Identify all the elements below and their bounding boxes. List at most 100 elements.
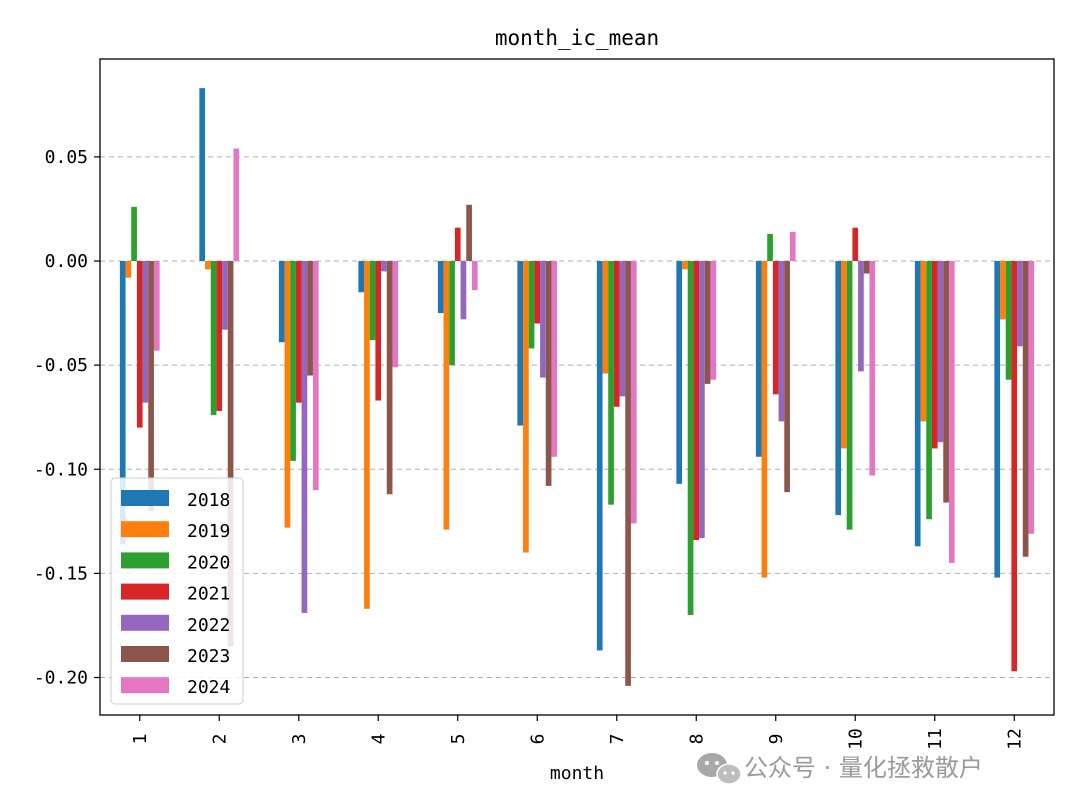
- bar-2024-month-3: [312, 261, 319, 491]
- bar-2024-month-8: [710, 261, 717, 380]
- x-tick-label: 4: [368, 734, 389, 745]
- legend-label-2023: 2023: [187, 646, 230, 667]
- bar-2023-month-11: [943, 261, 949, 503]
- bar-2021-month-10: [852, 227, 859, 262]
- bar-2018-month-4: [358, 261, 365, 293]
- watermark-text: 公众号 · 量化拯救散户: [744, 754, 983, 782]
- legend-label-2021: 2021: [187, 584, 230, 605]
- x-tick-label: 12: [1004, 728, 1025, 750]
- bar-2020-month-7: [608, 261, 614, 505]
- bar-2020-month-8: [687, 261, 694, 616]
- bar-2024-month-5: [471, 261, 478, 291]
- bar-2019-month-12: [1000, 261, 1006, 320]
- x-tick-label: 10: [845, 728, 866, 750]
- bar-2018-month-7: [596, 261, 603, 651]
- bar-2021-month-2: [216, 261, 223, 411]
- bar-2018-month-1: [119, 261, 126, 545]
- bar-2022-month-2: [222, 261, 228, 330]
- legend-swatch-2021: [121, 583, 169, 600]
- bar-2023-month-12: [1022, 261, 1029, 557]
- bar-2020-month-3: [290, 261, 296, 461]
- bar-2019-month-11: [920, 261, 927, 422]
- bar-2019-month-8: [682, 261, 688, 270]
- y-tick-label: -0.05: [34, 355, 88, 376]
- bar-2019-month-2: [205, 261, 211, 270]
- bar-2021-month-8: [693, 261, 700, 541]
- bar-2022-month-12: [1017, 261, 1023, 347]
- bar-2021-month-7: [613, 261, 620, 407]
- bar-2021-month-3: [295, 261, 302, 403]
- x-axis-label: month: [550, 763, 604, 784]
- y-tick-label: -0.10: [34, 459, 88, 480]
- x-tick-label: 3: [289, 734, 310, 745]
- bar-2018-month-12: [994, 261, 1001, 578]
- bar-2023-month-8: [704, 261, 711, 384]
- bar-2018-month-2: [199, 88, 206, 262]
- bar-2018-month-5: [437, 261, 444, 314]
- bar-2023-month-2: [227, 261, 234, 647]
- x-tick-label: 2: [209, 734, 230, 745]
- bar-2020-month-1: [131, 206, 137, 262]
- bar-2019-month-3: [284, 261, 291, 528]
- bar-2018-month-3: [278, 261, 285, 343]
- bar-2020-month-4: [369, 261, 376, 341]
- bar-2018-month-11: [914, 261, 921, 547]
- bar-2020-month-10: [846, 261, 853, 530]
- y-tick-label: -0.15: [34, 563, 88, 584]
- x-tick-label: 1: [130, 734, 151, 745]
- bar-2023-month-9: [784, 261, 790, 493]
- grid-lines: [100, 156, 1054, 679]
- bar-2019-month-7: [602, 261, 609, 374]
- watermark: 公众号 · 量化拯救散户: [697, 753, 983, 785]
- bar-2020-month-6: [528, 261, 535, 349]
- bar-2021-month-11: [931, 261, 938, 449]
- bar-2022-month-11: [937, 261, 944, 443]
- bar-2021-month-1: [136, 261, 143, 428]
- x-tick-label: 5: [448, 734, 469, 745]
- bar-2019-month-4: [364, 261, 370, 609]
- x-tick-label: 8: [686, 734, 707, 745]
- bar-2023-month-4: [386, 261, 393, 495]
- legend-swatch-2018: [121, 490, 169, 506]
- legend-label-2024: 2024: [187, 677, 230, 698]
- bar-2023-month-10: [863, 261, 870, 274]
- bar-2020-month-2: [210, 261, 217, 416]
- plot-frame: [99, 58, 1055, 716]
- x-tick-label: 11: [925, 728, 946, 750]
- bar-2022-month-10: [858, 261, 864, 372]
- y-tick-label: 0.05: [45, 147, 88, 168]
- bar-2019-month-5: [443, 261, 450, 530]
- bar-2019-month-1: [125, 261, 132, 278]
- x-tick-label: 6: [527, 734, 548, 745]
- bar-2021-month-9: [772, 261, 779, 395]
- bar-2023-month-6: [545, 261, 552, 486]
- legend-swatch-2024: [121, 677, 169, 694]
- legend-swatch-2019: [121, 521, 169, 538]
- legend: 2018 2019 2020 2021 2022 2023 2024: [110, 477, 244, 705]
- bar-2018-month-10: [835, 261, 842, 516]
- bar-2024-month-11: [948, 261, 955, 563]
- bar-2024-month-2: [233, 148, 240, 262]
- bar-2022-month-7: [619, 261, 626, 397]
- y-tick-label: 0.00: [45, 251, 88, 272]
- bar-2018-month-9: [755, 261, 762, 457]
- bar-2023-month-5: [466, 204, 472, 262]
- bar-2020-month-12: [1005, 261, 1012, 380]
- bar-2022-month-5: [460, 261, 467, 320]
- legend-label-2020: 2020: [187, 552, 230, 573]
- legend-label-2022: 2022: [187, 615, 230, 636]
- bar-2024-month-4: [392, 261, 399, 368]
- bar-2019-month-10: [841, 261, 847, 449]
- bar-2022-month-4: [381, 261, 387, 272]
- legend-swatch-2020: [121, 552, 169, 569]
- bar-2023-month-7: [625, 261, 631, 686]
- bar-2019-month-6: [523, 261, 529, 553]
- x-tick-label: 7: [607, 734, 628, 745]
- bar-2020-month-5: [449, 261, 455, 366]
- legend-swatch-2023: [121, 646, 169, 662]
- bar-2024-month-12: [1028, 261, 1035, 534]
- wechat-icon: [697, 753, 742, 785]
- bar-2023-month-3: [307, 261, 313, 376]
- bar-2022-month-3: [301, 261, 308, 613]
